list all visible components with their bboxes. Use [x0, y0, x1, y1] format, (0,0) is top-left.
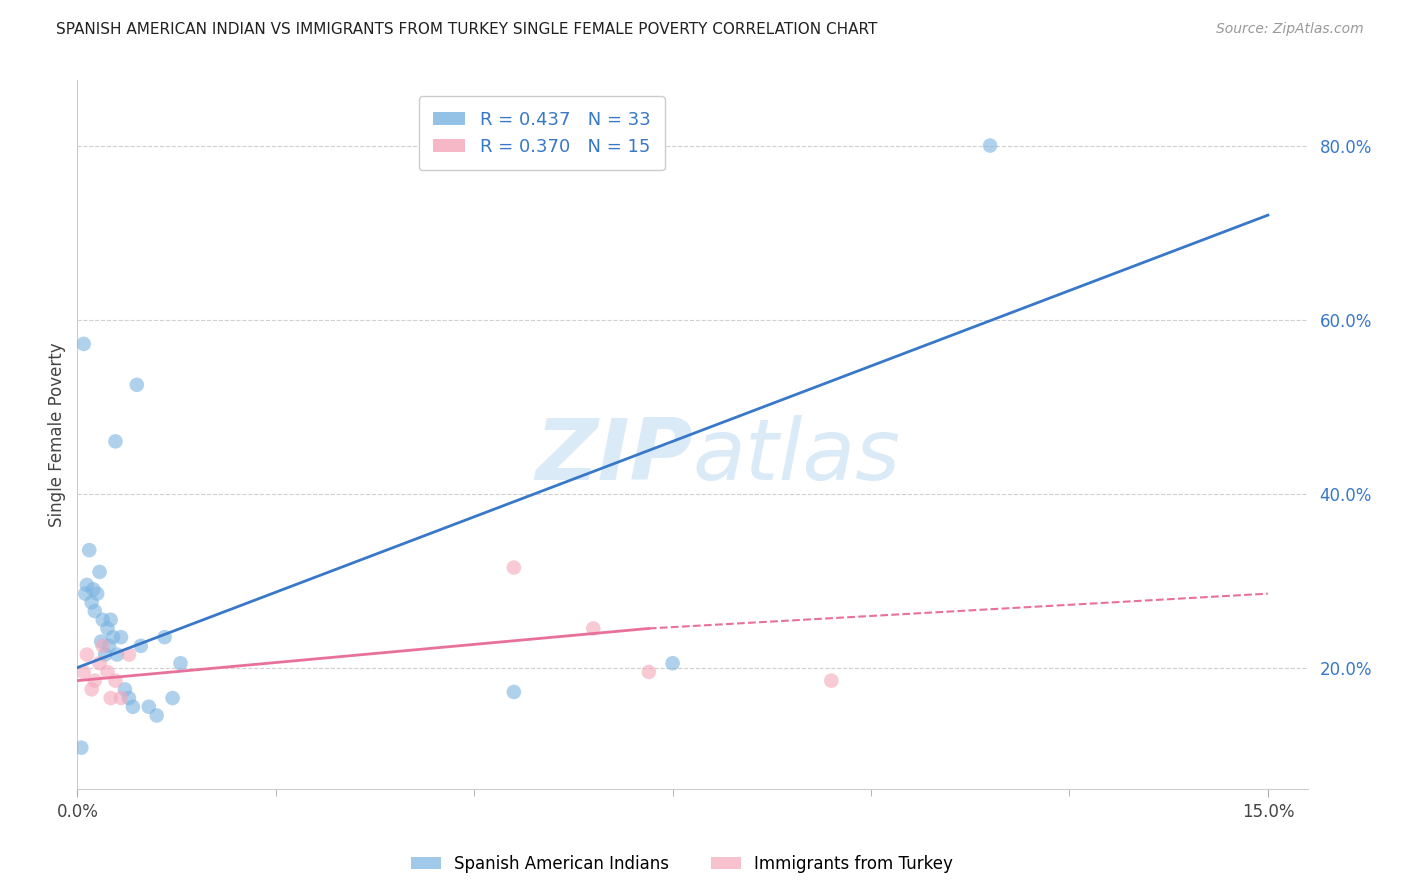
- Text: SPANISH AMERICAN INDIAN VS IMMIGRANTS FROM TURKEY SINGLE FEMALE POVERTY CORRELAT: SPANISH AMERICAN INDIAN VS IMMIGRANTS FR…: [56, 22, 877, 37]
- Point: [83, 673, 105, 688]
- Point: [75, 587, 97, 601]
- Point: [502, 560, 524, 574]
- Point: [129, 639, 152, 653]
- Point: [76, 578, 98, 592]
- Point: [104, 673, 127, 688]
- Point: [77, 543, 100, 558]
- Legend: Spanish American Indians, Immigrants from Turkey: Spanish American Indians, Immigrants fro…: [404, 848, 960, 880]
- Point: [110, 630, 132, 644]
- Point: [80, 595, 103, 609]
- Point: [100, 691, 122, 706]
- Point: [94, 648, 117, 662]
- Point: [70, 740, 93, 755]
- Point: [91, 639, 114, 653]
- Point: [76, 648, 98, 662]
- Point: [162, 691, 184, 706]
- Point: [98, 639, 121, 653]
- Point: [80, 682, 103, 697]
- Point: [979, 138, 1001, 153]
- Point: [90, 634, 112, 648]
- Point: [125, 377, 148, 392]
- Point: [122, 699, 145, 714]
- Point: [145, 708, 167, 723]
- Point: [73, 665, 96, 679]
- Y-axis label: Single Female Poverty: Single Female Poverty: [48, 343, 66, 527]
- Point: [96, 622, 118, 636]
- Point: [86, 587, 108, 601]
- Point: [104, 434, 127, 449]
- Text: atlas: atlas: [693, 415, 900, 498]
- Point: [89, 565, 111, 579]
- Point: [138, 699, 160, 714]
- Point: [105, 648, 128, 662]
- Point: [661, 657, 683, 671]
- Text: ZIP: ZIP: [534, 415, 693, 498]
- Point: [637, 665, 659, 679]
- Point: [820, 673, 842, 688]
- Point: [73, 337, 96, 351]
- Point: [89, 657, 111, 671]
- Point: [169, 657, 191, 671]
- Point: [91, 613, 114, 627]
- Point: [502, 685, 524, 699]
- Legend: R = 0.437   N = 33, R = 0.370   N = 15: R = 0.437 N = 33, R = 0.370 N = 15: [419, 96, 665, 170]
- Point: [100, 613, 122, 627]
- Point: [118, 648, 141, 662]
- Point: [82, 582, 104, 597]
- Point: [582, 622, 605, 636]
- Point: [118, 691, 141, 706]
- Point: [96, 665, 118, 679]
- Point: [101, 630, 124, 644]
- Point: [110, 691, 132, 706]
- Point: [83, 604, 105, 618]
- Point: [114, 682, 136, 697]
- Text: Source: ZipAtlas.com: Source: ZipAtlas.com: [1216, 22, 1364, 37]
- Point: [153, 630, 176, 644]
